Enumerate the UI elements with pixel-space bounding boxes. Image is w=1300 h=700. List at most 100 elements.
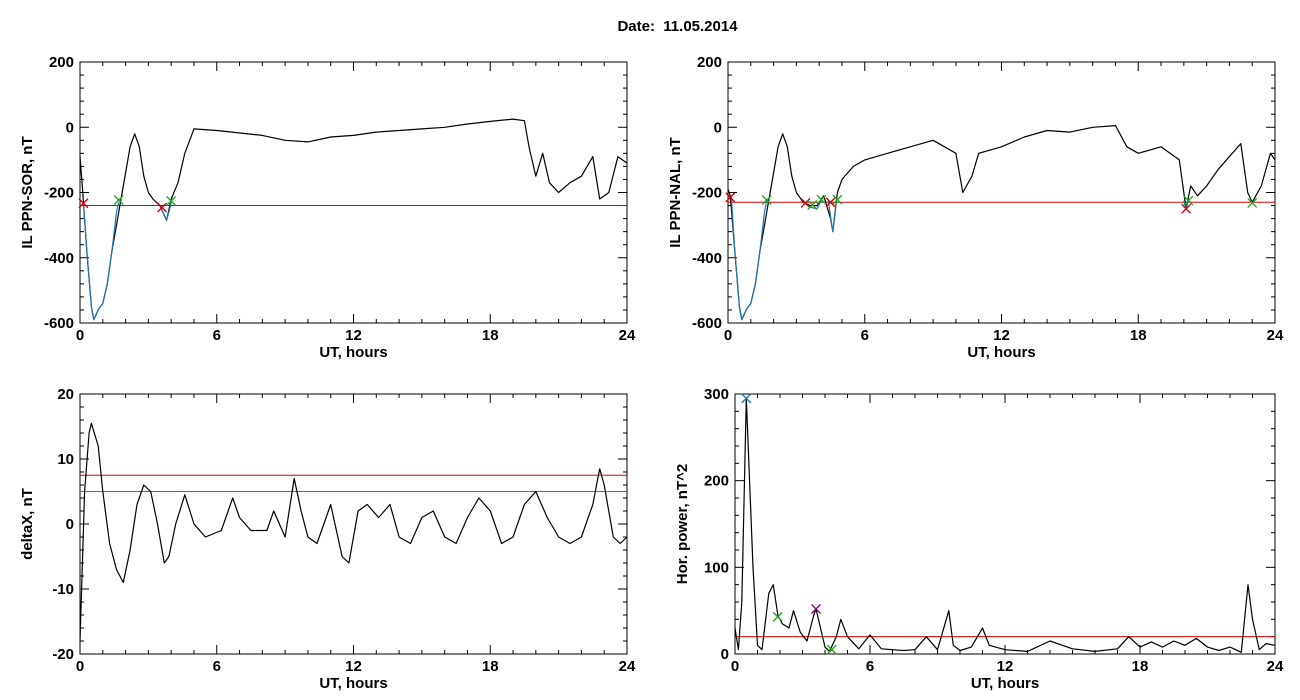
- x-tick-label: 6: [213, 327, 221, 344]
- marker-x: [772, 611, 783, 622]
- marker-x: [826, 644, 837, 655]
- plot-frame: [79, 393, 628, 655]
- x-tick-label: 18: [1130, 327, 1147, 344]
- marker-x: [816, 194, 827, 205]
- y-tick-label: 300: [704, 386, 729, 403]
- series-line-highlight: [827, 200, 837, 233]
- marker-stroke: [166, 195, 177, 206]
- y-tick-label: 0: [66, 119, 74, 136]
- marker-stroke: [826, 644, 837, 655]
- y-tick-label: -10: [52, 581, 74, 598]
- marker-stroke: [113, 195, 124, 205]
- x-tick-label: 18: [482, 658, 499, 675]
- y-tick-label: 0: [66, 516, 74, 533]
- y-tick-label: -400: [44, 250, 74, 267]
- x-tick-label: 12: [345, 658, 362, 675]
- panel-hor-power: 0 6 12 18 24 0 100 200 300 UT, hours Hor. power, n…: [674, 386, 1284, 692]
- marker-stroke: [741, 393, 752, 404]
- marker-x: [741, 393, 752, 404]
- marker-stroke: [78, 198, 89, 209]
- plot-frame: [79, 61, 628, 324]
- y-axis-label: IL PPN-SOR, nT: [19, 136, 36, 248]
- y-tick-label: -200: [692, 185, 722, 202]
- panel-il-ppn-nal: 0 6 12 18 24 -600 -400 -200 0 200 UT, hours IL PPN-…: [667, 54, 1284, 361]
- marker-stroke: [807, 199, 818, 210]
- marker-x: [725, 192, 736, 203]
- x-tick-label: 0: [724, 327, 732, 344]
- marker-stroke: [772, 611, 783, 622]
- marker-x: [157, 202, 168, 213]
- x-axis-label: UT, hours: [971, 675, 1039, 692]
- y-tick-label: -400: [692, 250, 722, 267]
- series-line: [79, 422, 628, 642]
- chart-title: Date: 11.05.2014: [617, 18, 738, 35]
- x-tick-label: 12: [345, 327, 362, 344]
- y-tick-label: 200: [49, 54, 74, 71]
- x-tick-label: 12: [993, 327, 1010, 344]
- marker-x: [1181, 203, 1192, 214]
- y-tick-label: 200: [697, 54, 722, 71]
- marker-stroke: [811, 603, 821, 614]
- series-line: [727, 124, 1276, 321]
- x-tick-label: 6: [866, 658, 874, 675]
- y-axis-label: Hor. power, nT^2: [674, 464, 691, 584]
- x-tick-label: 0: [76, 327, 84, 344]
- y-tick-label: -600: [692, 315, 722, 332]
- y-axis-label: IL PPN-NAL, nT: [667, 137, 684, 248]
- marker-x: [832, 194, 843, 205]
- y-axis-label: deltaX, nT: [19, 488, 36, 560]
- x-tick-label: 18: [482, 327, 499, 344]
- marker-stroke: [825, 197, 836, 208]
- series-line-highlight: [730, 197, 768, 321]
- marker-stroke: [1247, 197, 1258, 208]
- marker-x: [761, 195, 772, 205]
- marker-stroke: [1183, 195, 1194, 206]
- marker-stroke: [832, 194, 843, 205]
- x-tick-label: 0: [731, 658, 739, 675]
- x-tick-label: 6: [861, 327, 869, 344]
- marker-x: [807, 199, 818, 210]
- marker-x: [811, 603, 821, 614]
- x-axis-label: UT, hours: [967, 344, 1035, 361]
- marker-x: [78, 198, 89, 209]
- y-tick-label: 10: [57, 451, 74, 468]
- x-tick-label: 24: [619, 658, 636, 675]
- marker-x: [825, 197, 836, 208]
- y-tick-label: -20: [52, 646, 74, 663]
- plot-frame: [734, 393, 1276, 655]
- marker-stroke: [725, 192, 736, 203]
- y-tick-label: 100: [704, 559, 729, 576]
- marker-stroke: [816, 194, 827, 205]
- marker-x: [113, 195, 124, 205]
- x-tick-label: 6: [213, 658, 221, 675]
- marker-x: [1183, 195, 1194, 206]
- y-tick-label: 20: [57, 386, 74, 403]
- panel-deltax: 0 6 12 18 24 -20 -10 0 10 20 UT, hours deltaX, nT: [19, 386, 636, 692]
- x-tick-label: 0: [76, 658, 84, 675]
- series-line-highlight: [82, 202, 120, 321]
- marker-stroke: [157, 202, 168, 213]
- marker-x: [1247, 197, 1258, 208]
- series-line-highlight: [159, 202, 172, 221]
- y-tick-label: 0: [721, 646, 729, 663]
- x-axis-label: UT, hours: [319, 344, 387, 361]
- y-tick-label: 0: [714, 119, 722, 136]
- y-tick-label: -600: [44, 315, 74, 332]
- x-tick-label: 24: [1267, 327, 1284, 344]
- series-line: [79, 118, 628, 321]
- x-tick-label: 18: [1132, 658, 1149, 675]
- marker-x: [800, 197, 811, 208]
- plot-frame: [727, 61, 1276, 324]
- x-tick-label: 24: [1267, 658, 1284, 675]
- x-axis-label: UT, hours: [319, 675, 387, 692]
- panel-il-ppn-sor: 0 6 12 18 24 -600 -400 -200 0 200 UT, hours IL PPN-…: [19, 54, 636, 361]
- marker-stroke: [1181, 203, 1192, 214]
- x-tick-label: 24: [619, 327, 636, 344]
- y-tick-label: 200: [704, 473, 729, 490]
- marker-x: [166, 195, 177, 206]
- series-line: [734, 397, 1276, 653]
- marker-stroke: [761, 195, 772, 205]
- y-tick-label: -200: [44, 185, 74, 202]
- marker-stroke: [800, 197, 811, 208]
